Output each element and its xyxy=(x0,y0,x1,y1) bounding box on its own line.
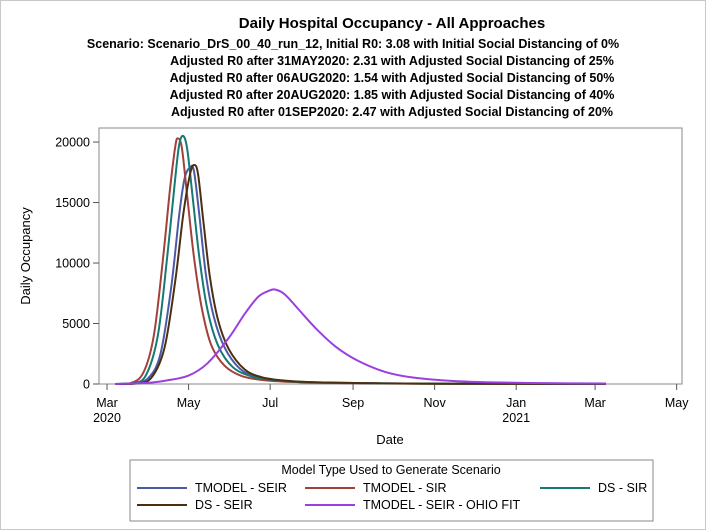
legend-entries: TMODEL - SEIR TMODEL - SIR DS - SIR DS - SE… xyxy=(137,481,647,512)
chart-subtitle-3: Adjusted R0 after 06AUG2020: 1.54 with A… xyxy=(170,71,615,85)
series-layer xyxy=(115,134,606,385)
series-line-tmodel-seir xyxy=(115,164,606,385)
x-tick-label: Nov xyxy=(424,396,447,410)
x-tick-label: May xyxy=(177,396,201,410)
legend-label-tmodel-seir-ohio-fit: TMODEL - SEIR - OHIO FIT xyxy=(363,498,521,512)
y-tick-label: 10000 xyxy=(55,257,90,271)
series-line-tmodel-seir-ohio-fit xyxy=(115,288,606,385)
legend-box xyxy=(129,459,654,522)
legend: Model Type Used to Generate Scenario TMO… xyxy=(129,459,654,522)
x-tick-label: May xyxy=(665,396,689,410)
y-axis-title: Daily Occupancy xyxy=(18,207,33,305)
plot-area xyxy=(98,127,683,385)
y-tick-label: 0 xyxy=(83,378,90,392)
y-axis: 0 5000 10000 15000 20000 xyxy=(55,136,99,392)
x-tick-label: Jan xyxy=(506,396,526,410)
chart-subtitle-1: Scenario: Scenario_DrS_00_40_run_12, Ini… xyxy=(87,37,619,51)
chart-title: Daily Hospital Occupancy - All Approache… xyxy=(239,15,545,32)
y-tick-label: 15000 xyxy=(55,196,90,210)
x-axis-title: Date xyxy=(376,432,403,447)
x-tick-label: Jul xyxy=(262,396,278,410)
chart-titles: Daily Hospital Occupancy - All Approache… xyxy=(87,15,619,119)
legend-label-ds-sir: DS - SIR xyxy=(598,481,647,495)
chart-subtitle-5: Adjusted R0 after 01SEP2020: 2.47 with A… xyxy=(171,105,613,119)
y-tick-label: 5000 xyxy=(62,317,90,331)
x-tick-label: Mar xyxy=(96,396,118,410)
series-line-ds-sir xyxy=(115,134,606,385)
legend-label-tmodel-sir: TMODEL - SIR xyxy=(363,481,447,495)
legend-label-tmodel-seir: TMODEL - SEIR xyxy=(195,481,287,495)
legend-label-ds-seir: DS - SEIR xyxy=(195,498,253,512)
x-tick-year-label: 2020 xyxy=(93,411,121,425)
x-tick-year-label: 2021 xyxy=(502,411,530,425)
series-line-ds-seir xyxy=(115,163,606,385)
y-tick-label: 20000 xyxy=(55,136,90,150)
x-tick-label: Mar xyxy=(584,396,606,410)
chart-subtitle-2: Adjusted R0 after 31MAY2020: 2.31 with A… xyxy=(170,54,614,68)
legend-title: Model Type Used to Generate Scenario xyxy=(281,463,500,477)
chart-subtitle-4: Adjusted R0 after 20AUG2020: 1.85 with A… xyxy=(170,88,615,102)
series-line-tmodel-sir xyxy=(115,137,606,385)
x-tick-label: Sep xyxy=(342,396,364,410)
